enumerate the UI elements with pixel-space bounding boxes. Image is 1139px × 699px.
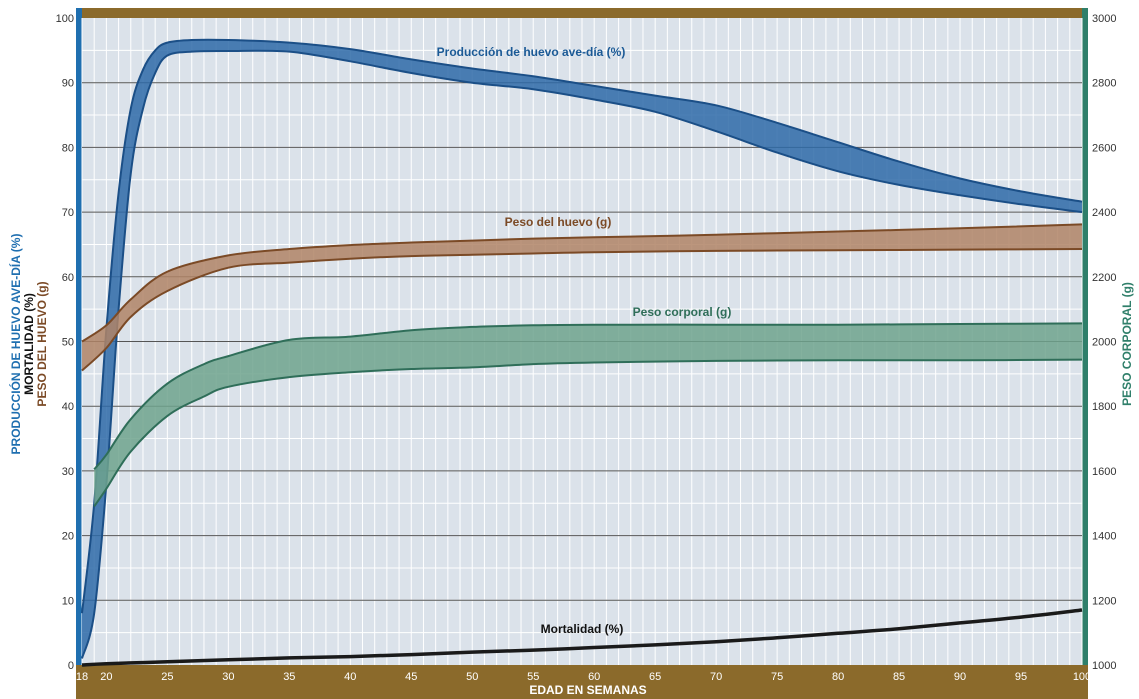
y-tick-left: 10 (62, 595, 74, 607)
y-tick-left: 60 (62, 272, 74, 284)
series-labels: Producción de huevo ave-día (%) Peso del… (437, 45, 732, 636)
series-label-mortality: Mortalidad (%) (541, 622, 624, 636)
x-tick: 20 (100, 671, 112, 683)
body-weight-band-upper (93, 322, 1083, 470)
x-axis-ticks: 18 20 25 30 35 40 45 50 55 60 65 70 75 80 85 90 95 100 (76, 671, 1091, 683)
series-label-egg-weight: Peso del huevo (g) (505, 215, 612, 229)
mortality-line (81, 608, 1083, 667)
x-tick: 40 (344, 671, 356, 683)
y-axis-title-body-weight: PESO CORPORAL (g) (1120, 282, 1134, 406)
frame-bottom (76, 665, 1088, 699)
y-axis-title-mortality: MORTALIDAD (%) (22, 293, 36, 395)
y-tick-left: 0 (68, 660, 74, 672)
y-tick-right: 1400 (1092, 531, 1116, 543)
y-tick-left: 30 (62, 466, 74, 478)
y-tick-left: 50 (62, 337, 74, 349)
y-axis-title-egg-weight: PESO DEL HUEVO (g) (35, 281, 49, 406)
x-tick: 100 (1073, 671, 1091, 683)
right-axis-ticks: 1000 1200 1400 1600 1800 2000 2200 2400 2600 2800… (1092, 13, 1116, 672)
right-axis-bar (1082, 8, 1088, 665)
x-tick: 75 (771, 671, 783, 683)
y-tick-right: 1800 (1092, 401, 1116, 413)
x-axis-title: EDAD EN SEMANAS (529, 683, 646, 697)
y-tick-right: 3000 (1092, 13, 1116, 25)
production-band-lower (81, 49, 1083, 659)
series-label-body-weight: Peso corporal (g) (633, 305, 732, 319)
series-label-production: Producción de huevo ave-día (%) (437, 45, 626, 59)
production-band-upper (81, 38, 1083, 614)
x-tick: 90 (954, 671, 966, 683)
y-tick-left: 20 (62, 531, 74, 543)
x-tick: 85 (893, 671, 905, 683)
y-tick-right: 1200 (1092, 595, 1116, 607)
x-tick: 60 (588, 671, 600, 683)
x-tick: 65 (649, 671, 661, 683)
egg-weight-band-upper (81, 223, 1083, 343)
x-tick: 30 (222, 671, 234, 683)
y-tick-left: 70 (62, 207, 74, 219)
body-weight-band-fill (94, 323, 1082, 507)
y-axis-title-production: PRODUCCIÓN DE HUEVO AVE-DÍA (%) (8, 234, 23, 455)
y-tick-right: 1000 (1092, 660, 1116, 672)
y-tick-right: 1600 (1092, 466, 1116, 478)
x-tick: 55 (527, 671, 539, 683)
x-tick: 18 (76, 671, 88, 683)
x-tick: 50 (466, 671, 478, 683)
y-tick-left: 80 (62, 142, 74, 154)
x-tick: 95 (1015, 671, 1027, 683)
egg-weight-band-lower (81, 248, 1083, 372)
y-tick-right: 2800 (1092, 78, 1116, 90)
y-tick-left: 40 (62, 401, 74, 413)
y-tick-right: 2400 (1092, 207, 1116, 219)
body-weight-band-lower (93, 358, 1083, 508)
left-axis-bar (76, 8, 82, 665)
y-tick-right: 2000 (1092, 337, 1116, 349)
x-tick: 70 (710, 671, 722, 683)
frame-top (76, 8, 1088, 18)
axis-titles: EDAD EN SEMANAS PRODUCCIÓN DE HUEVO AVE-… (8, 234, 1134, 697)
y-tick-left: 90 (62, 78, 74, 90)
y-tick-right: 2600 (1092, 142, 1116, 154)
left-axis-ticks: 0 10 20 30 40 50 60 70 80 90 100 (56, 13, 74, 672)
y-tick-left: 100 (56, 13, 74, 25)
x-tick: 25 (161, 671, 173, 683)
x-tick: 35 (283, 671, 295, 683)
egg-weight-band-fill (82, 224, 1082, 371)
y-tick-right: 2200 (1092, 272, 1116, 284)
series-bands (81, 38, 1083, 667)
x-tick: 80 (832, 671, 844, 683)
x-tick: 45 (405, 671, 417, 683)
